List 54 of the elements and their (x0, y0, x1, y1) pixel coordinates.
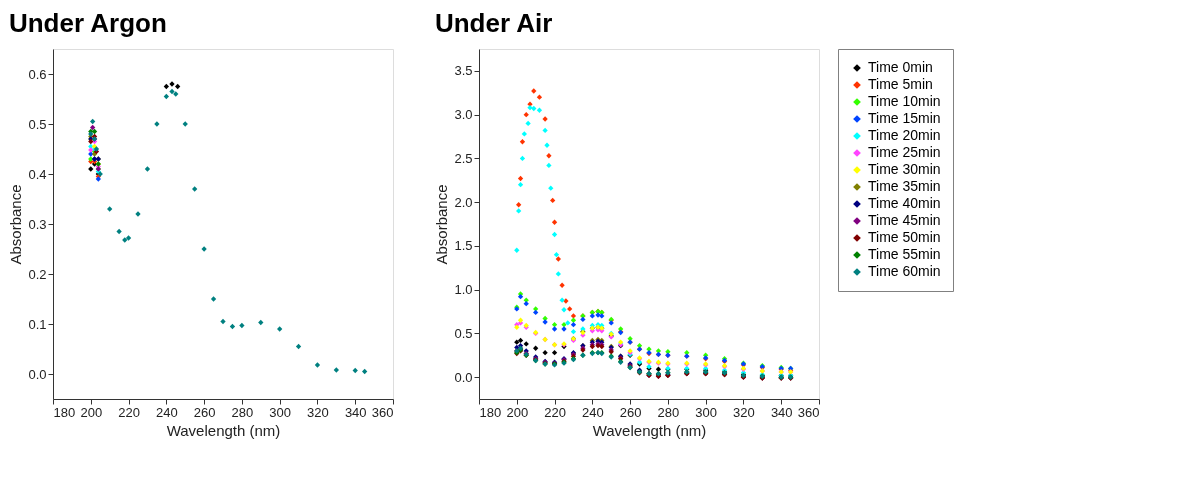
y-tick-label: 1.0 (454, 282, 473, 298)
legend-label: Time 35min (868, 178, 941, 194)
legend-label: Time 20min (868, 127, 941, 143)
x-tick-label: 260 (619, 404, 642, 420)
x-tick-label: 320 (307, 404, 329, 420)
y-tick-label: 3.0 (454, 107, 473, 123)
legend-label: Time 50min (868, 229, 941, 245)
y-tick-label: 0.0 (28, 366, 47, 382)
x-axis-title: Wavelength (nm) (166, 421, 281, 439)
y-axis-title: Absorbance (7, 184, 25, 265)
y-tick-label: 0.3 (28, 216, 47, 232)
x-tick-label: 300 (695, 404, 718, 420)
legend-label: Time 10min (868, 93, 941, 109)
legend-label: Time 40min (868, 195, 941, 211)
x-tick-label: 360 (371, 404, 394, 420)
y-tick-label: 0.6 (28, 66, 47, 82)
legend-label: Time 30min (868, 161, 941, 177)
y-tick-label: 0.1 (28, 316, 47, 332)
y-tick-label: 2.0 (454, 194, 473, 210)
y-tick-label: 0.5 (454, 325, 473, 341)
chart-title: Under Air (434, 8, 553, 38)
x-tick-label: 200 (506, 404, 529, 420)
x-tick-label: 180 (53, 404, 76, 420)
x-tick-label: 200 (80, 404, 103, 420)
legend-label: Time 0min (868, 59, 933, 75)
x-tick-label: 280 (231, 404, 254, 420)
x-tick-label: 240 (581, 404, 604, 420)
y-tick-label: 0.0 (454, 369, 473, 385)
y-tick-label: 0.4 (28, 166, 47, 182)
legend-label: Time 25min (868, 144, 941, 160)
legend-label: Time 5min (868, 76, 933, 92)
x-tick-label: 300 (269, 404, 292, 420)
y-tick-label: 0.5 (28, 116, 47, 132)
x-tick-label: 340 (770, 404, 793, 420)
x-axis-title: Wavelength (nm) (592, 421, 707, 439)
x-tick-label: 360 (797, 404, 820, 420)
legend-label: Time 55min (868, 246, 941, 262)
legend-label: Time 45min (868, 212, 941, 228)
x-tick-label: 320 (733, 404, 755, 420)
y-axis-title: Absorbance (433, 184, 451, 265)
y-tick-label: 1.5 (454, 238, 473, 254)
y-tick-label: 3.5 (454, 63, 473, 79)
x-tick-label: 220 (544, 404, 566, 420)
legend-label: Time 15min (868, 110, 941, 126)
x-tick-label: 280 (657, 404, 680, 420)
x-tick-label: 260 (193, 404, 216, 420)
chart-title: Under Argon (8, 8, 167, 38)
y-tick-label: 2.5 (454, 150, 473, 166)
x-tick-label: 180 (479, 404, 502, 420)
x-tick-label: 340 (344, 404, 367, 420)
legend-label: Time 60min (868, 263, 941, 279)
y-tick-label: 0.2 (28, 266, 47, 282)
x-tick-label: 220 (118, 404, 140, 420)
x-tick-label: 240 (155, 404, 178, 420)
